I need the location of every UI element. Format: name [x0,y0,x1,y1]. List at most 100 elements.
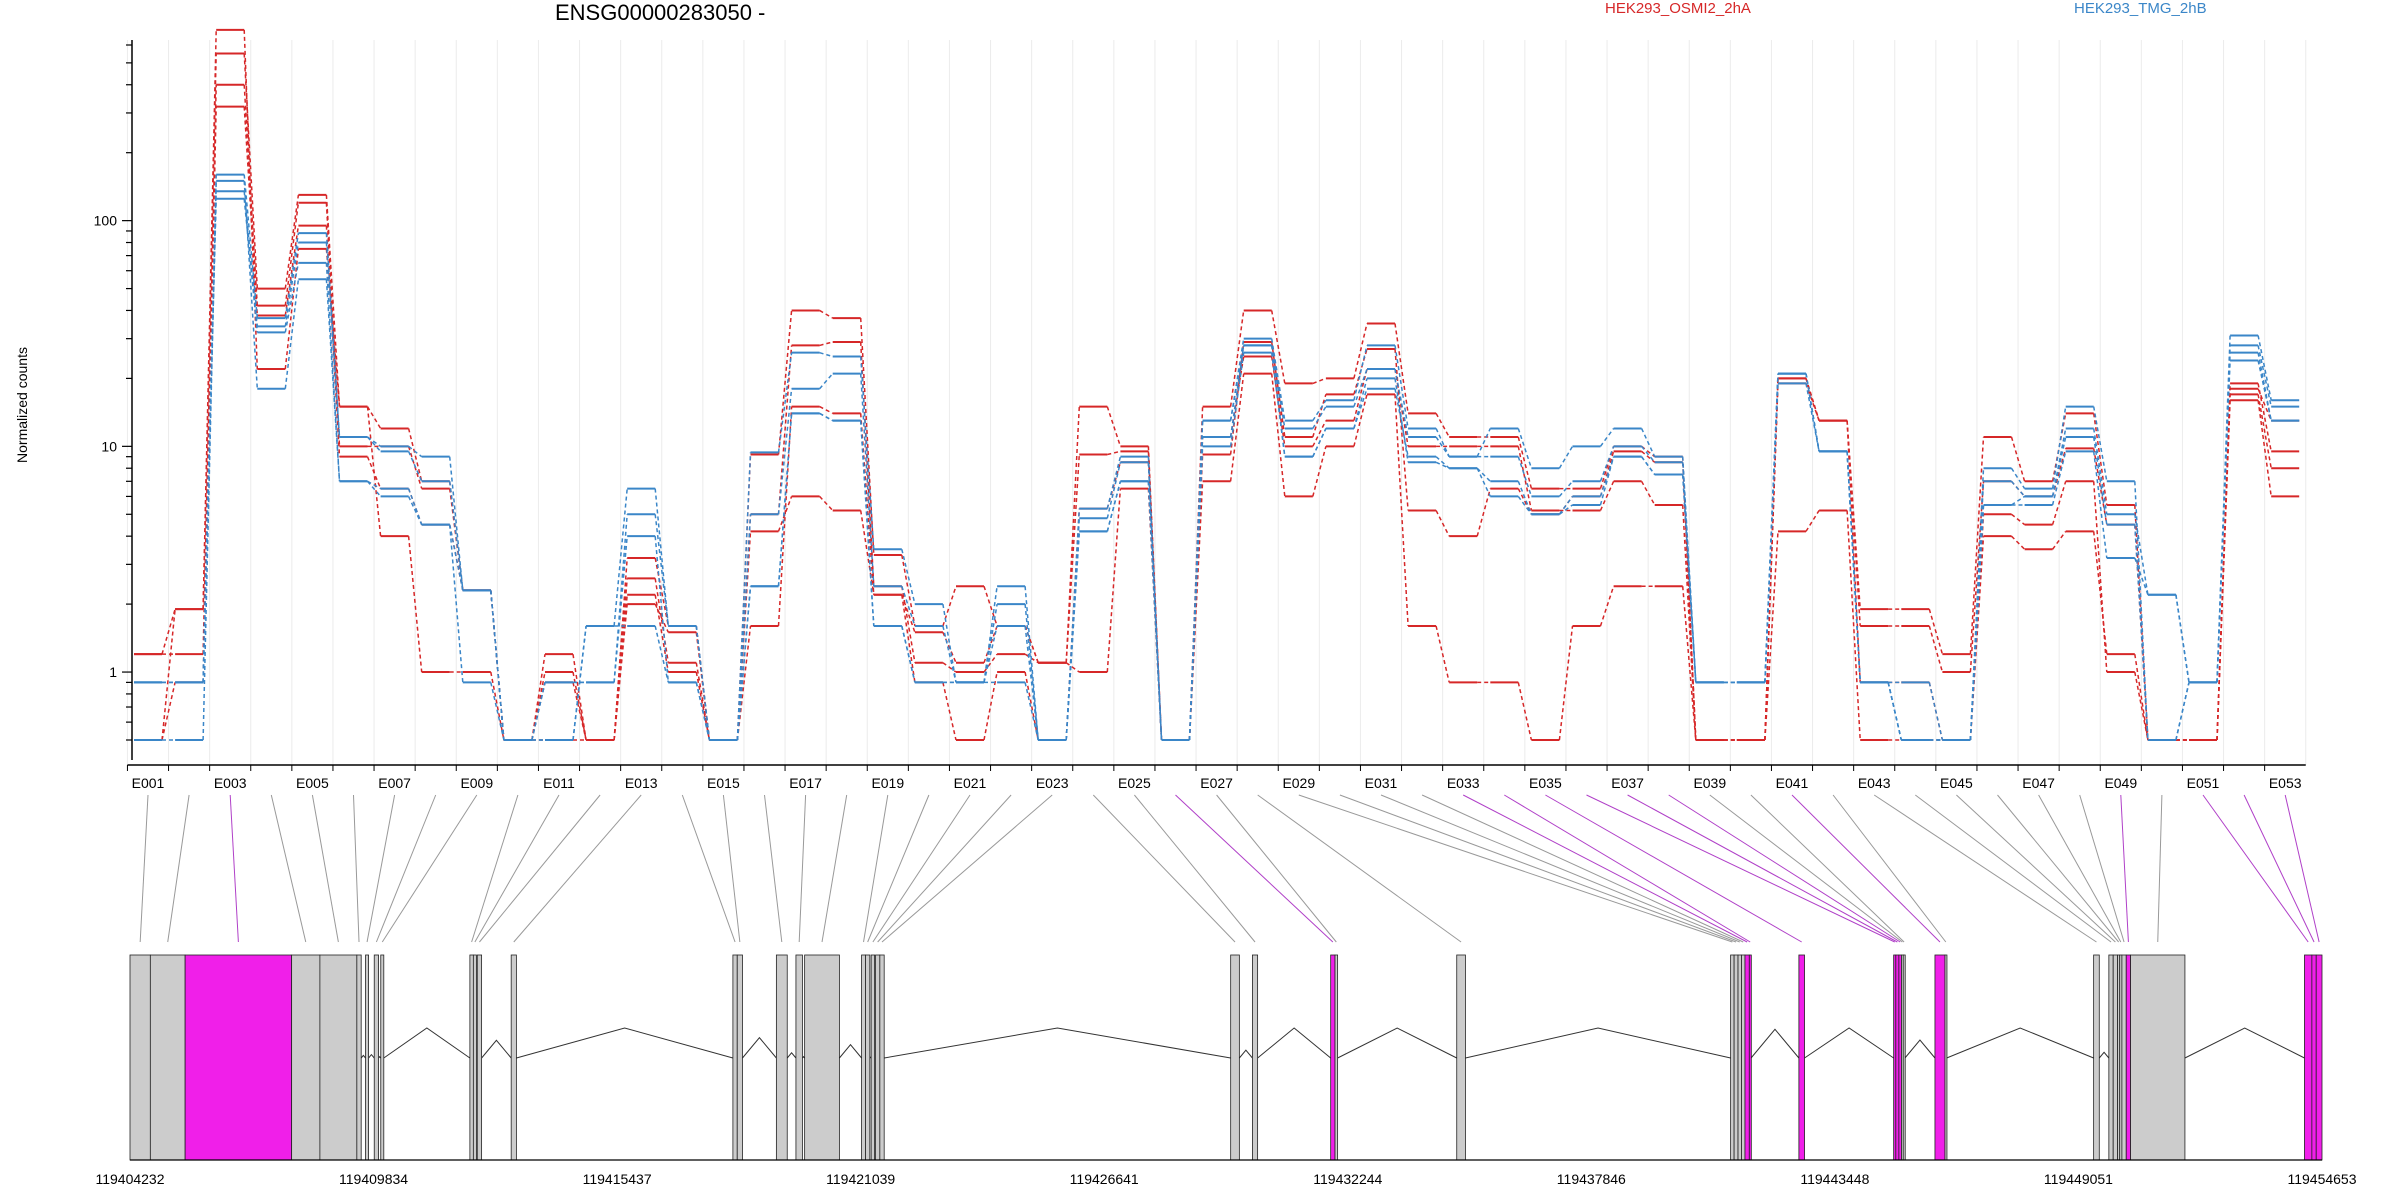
series-7 [134,179,2300,741]
series-connector [202,84,217,655]
x-tick-label: E003 [214,775,247,791]
series-connector [572,654,587,741]
series-connector [1065,662,1080,673]
series-connector [613,604,628,741]
series-connector [819,341,833,347]
series-connector [736,586,752,741]
exon-E044 [2108,954,2114,1161]
series-connector [243,53,259,289]
series-connector [1024,682,1039,741]
connector-E046 [1997,794,2120,943]
series-connector [613,488,628,627]
series-connector [942,625,957,683]
series-connector [1270,310,1286,384]
intron [884,1027,1231,1059]
connector-E048 [2079,794,2125,943]
intron [1904,1039,1936,1059]
series-connector [1558,480,1574,497]
connector-E026 [1175,794,1334,943]
series-connector [2257,345,2272,407]
series-connector [1394,394,1409,627]
x-tick-label: E027 [1200,775,1233,791]
exon-E040 [1902,954,1906,1161]
series-connector [1435,412,1450,438]
series-connector [490,682,505,741]
series-connector [1805,383,1820,452]
connector-E037 [1627,794,1898,943]
series-connector [325,279,341,482]
series-5 [134,190,2300,741]
series-connector [859,420,875,627]
intron [839,1043,862,1059]
series-connector [1394,368,1409,447]
series-connector [654,488,670,627]
series-connector [1435,428,1450,457]
series-connector [1229,345,1245,438]
series-connector [777,388,793,515]
connector-E008 [375,794,437,943]
series-connector [1805,378,1820,421]
series-connector [1353,323,1368,379]
series-connector [284,202,300,306]
series-connector [1106,462,1122,519]
series-connector [1599,446,1615,482]
exon-E043 [2093,954,2100,1161]
series-connector [695,625,711,741]
series-connector [2051,481,2067,525]
connector-E032 [1421,794,1744,943]
legend-label-tmg: HEK293_TMG_2hB [2074,0,2207,17]
series-connector [202,198,217,683]
series-connector [1312,377,1327,385]
series-connector [1312,394,1327,438]
series-connector [1394,378,1409,463]
x-tick-label: E025 [1118,775,1151,791]
series-connector [1312,446,1327,497]
series-connector [1969,481,1985,673]
series-connector [284,262,300,333]
x-tick-label: E031 [1365,775,1398,791]
exon-E013 [510,954,517,1161]
series-connector [325,233,341,438]
connector-E001 [139,794,149,943]
connector-E036 [1586,794,1895,943]
exon-E009 [380,954,385,1161]
series-connector [2010,535,2026,550]
series-connector [1106,481,1122,532]
connector-E017 [798,794,807,943]
series-connector [366,436,382,452]
y-tick-label: 10 [101,438,117,454]
series-connector [777,496,793,532]
series-connector [1394,388,1409,457]
connector-E033 [1462,794,1748,943]
exon-E018 [804,954,840,1161]
series-connector [572,682,587,741]
connector-E039 [1709,794,1903,943]
connector-E034 [1504,794,1751,943]
connector-E013 [513,794,642,943]
series-connector [408,445,423,458]
exon-E014 [732,954,738,1161]
genomic-tick-label: 119404232 [95,1171,164,1187]
exon-E030 [1733,954,1739,1161]
series-connector [2011,495,2026,506]
x-tick-label: E035 [1529,775,1562,791]
series-connector [284,194,300,289]
exon-E023 [879,954,885,1161]
series-connector [942,662,957,673]
x-tick-label: E037 [1611,775,1644,791]
exon-E011 [472,954,477,1161]
series-connector [1599,428,1615,447]
series-connector [2216,388,2231,741]
connector-E005 [311,794,339,943]
connector-E050 [2157,794,2163,943]
series-connector [243,174,259,319]
series-connector [983,671,998,741]
connector-E019 [863,794,889,943]
genomic-tick-label: 119421039 [826,1171,895,1187]
axes: 1 10 100 E001 E003 E005 E007 E009 E011 E013 E015 E0… [94,40,2306,791]
genomic-tick-label: 119415437 [583,1171,652,1187]
series-connector [1805,373,1820,452]
exon-E041 [1934,954,1946,1161]
series-connector [366,480,382,497]
intron [1804,1027,1894,1059]
